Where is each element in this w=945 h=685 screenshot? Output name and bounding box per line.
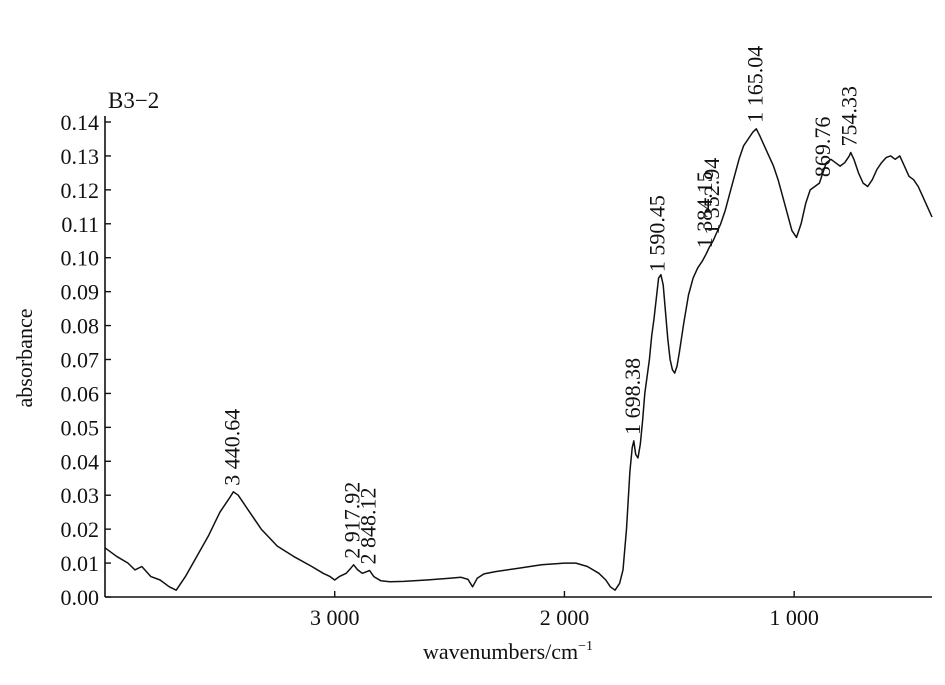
peak-label: 2 848.12: [356, 488, 381, 565]
spectrum-series: [104, 128, 933, 591]
x-axis-label-text: wavenumbers/cm: [423, 639, 578, 664]
y-tick-label: 0.01: [61, 551, 100, 576]
peak-label: 1 384.15: [692, 171, 717, 248]
peak-label: 869.76: [810, 117, 835, 178]
y-tick-label: 0.12: [61, 178, 100, 203]
y-tick-label: 0.03: [61, 483, 100, 508]
y-tick-label: 0.13: [61, 144, 100, 169]
peak-label: 1 165.04: [742, 46, 767, 123]
peak-label: 754.33: [837, 86, 862, 147]
peak-label: 1 352.94: [699, 158, 724, 235]
axes: [104, 116, 932, 598]
y-tick-label: 0.14: [61, 110, 100, 135]
peak-label: 1 698.38: [620, 358, 645, 435]
peak-label: 3 440.64: [219, 409, 244, 486]
y-tick-label: 0.10: [61, 246, 100, 271]
y-tick-label: 0.07: [61, 348, 100, 373]
y-axis-label: absorbance: [12, 309, 37, 408]
y-tick-label: 0.08: [61, 314, 100, 339]
y-tick-label: 0.02: [61, 517, 100, 542]
peak-labels: 3 440.64 2 917.922 848.12 1 698.38 1 590.45…: [219, 46, 861, 565]
x-tick-label: 2 000: [540, 605, 590, 630]
x-axis-label: wavenumbers/cm−1: [423, 639, 593, 664]
peak-label: 2 917.92: [340, 482, 365, 559]
y-axis-ticks: 0.00 0.01 0.02 0.03 0.04 0.05 0.06 0.07 0.08 0.09…: [61, 110, 111, 610]
y-tick-label: 0.05: [61, 415, 100, 440]
y-tick-label: 0.11: [61, 212, 99, 237]
x-tick-label: 3 000: [310, 605, 360, 630]
peak-label: 1 590.45: [645, 195, 670, 272]
y-tick-label: 0.06: [61, 381, 100, 406]
chart-title: B3−2: [108, 88, 159, 113]
spectrum-line: [104, 128, 933, 591]
y-tick-label: 0.04: [61, 449, 100, 474]
x-axis-ticks: 3 000 2 000 1 000: [310, 591, 819, 630]
x-axis-label-superscript: −1: [578, 639, 593, 654]
y-tick-label: 0.00: [61, 585, 100, 610]
y-tick-label: 0.09: [61, 280, 100, 305]
x-tick-label: 1 000: [769, 605, 819, 630]
